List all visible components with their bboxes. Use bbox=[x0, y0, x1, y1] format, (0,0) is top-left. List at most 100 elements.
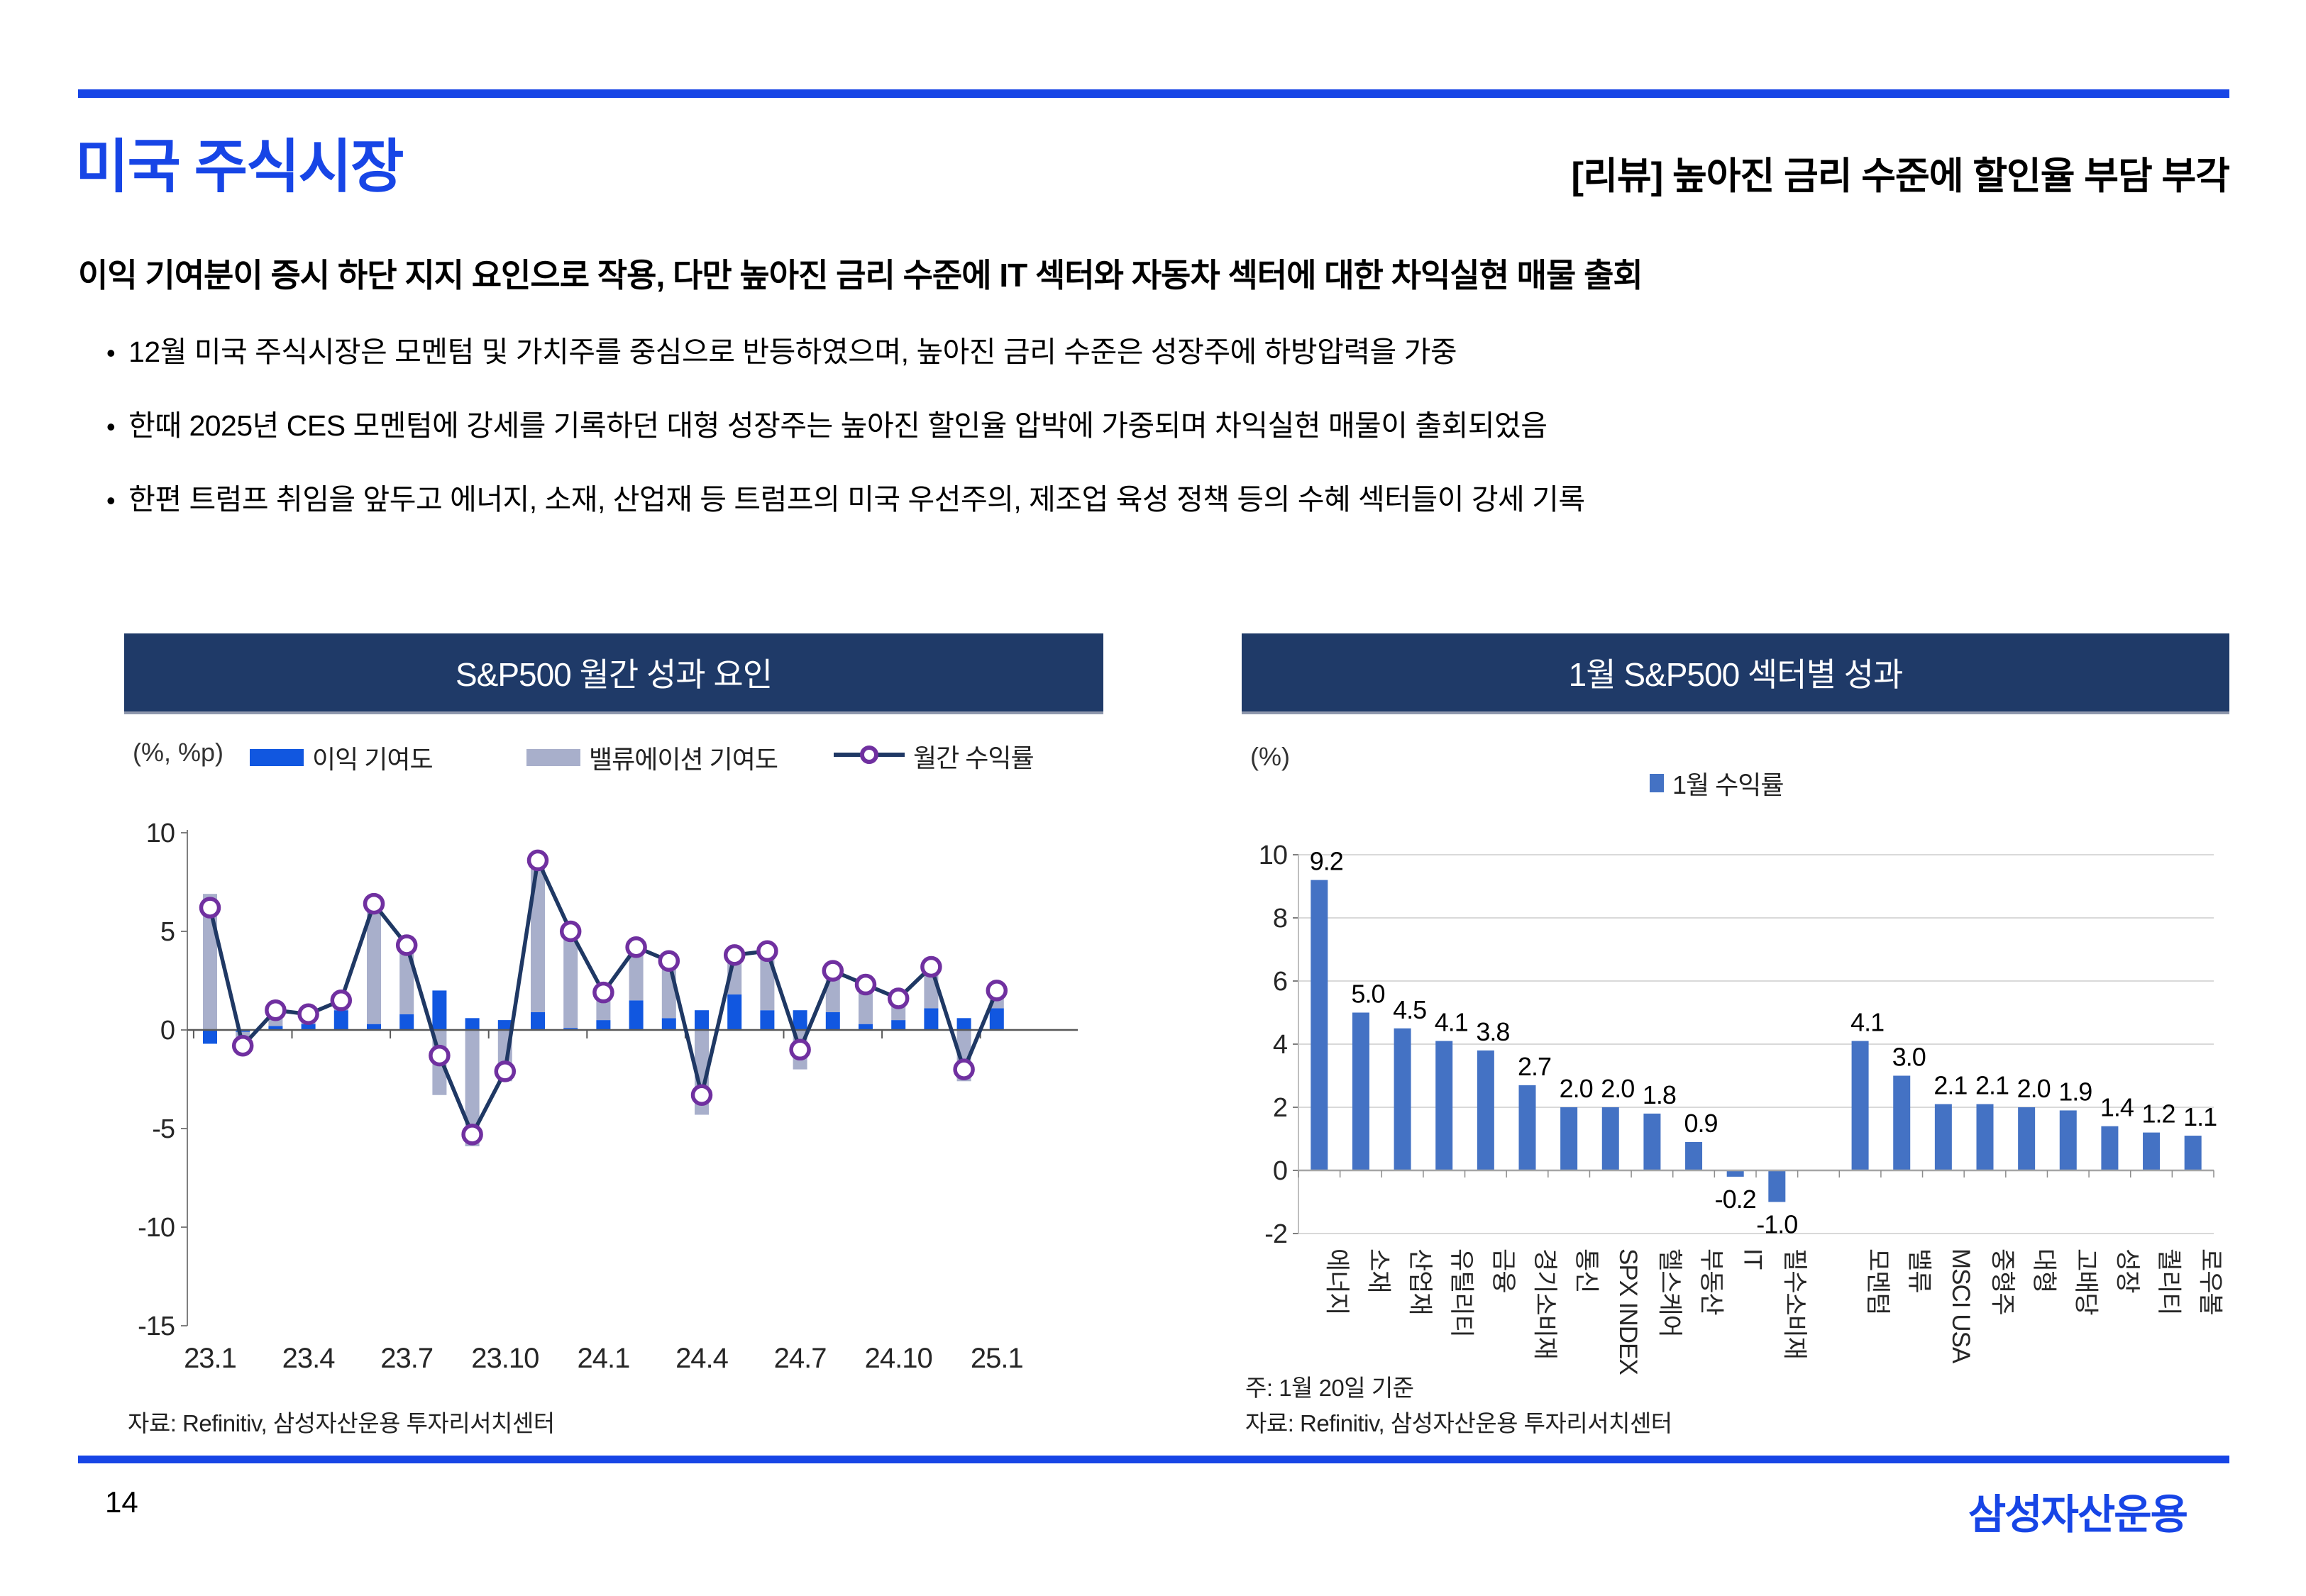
category-label: 필수소비재 bbox=[1780, 1248, 1808, 1359]
bar-value-label: 2.1 bbox=[1975, 1071, 2009, 1100]
return-marker bbox=[297, 1003, 319, 1026]
category-label: 부동산 bbox=[1697, 1248, 1725, 1315]
bar-value-label: 9.2 bbox=[1310, 847, 1343, 876]
earnings-bar bbox=[203, 1030, 217, 1044]
bottom-accent-rule bbox=[78, 1456, 2229, 1463]
bar-value-label: 4.5 bbox=[1393, 995, 1426, 1024]
return-marker bbox=[822, 960, 844, 982]
valuation-bar bbox=[531, 860, 545, 1012]
earnings-bar bbox=[825, 1012, 840, 1030]
samsung-asset-management-logo: 삼성자산운용 bbox=[1968, 1492, 2188, 1538]
bar-value-label: 1.8 bbox=[1643, 1080, 1676, 1109]
category-label: 로우볼 bbox=[2197, 1248, 2224, 1315]
valuation-bar bbox=[629, 947, 644, 1001]
page-number: 14 bbox=[105, 1485, 138, 1519]
summary-lead: 이익 기여분이 증시 하단 지지 요인으로 작용, 다만 높아진 금리 수준에 … bbox=[78, 257, 1643, 294]
return-marker bbox=[494, 1060, 517, 1082]
return-marker bbox=[789, 1038, 811, 1061]
category-label: 소재 bbox=[1364, 1248, 1392, 1292]
earnings-bar bbox=[301, 1024, 316, 1030]
bar-value-label: 0.9 bbox=[1684, 1109, 1718, 1138]
y-tick-label: 2 bbox=[1273, 1093, 1287, 1123]
bar-value-label: 2.0 bbox=[2017, 1074, 2051, 1103]
sector-bar bbox=[2143, 1132, 2161, 1170]
y-tick-label: -2 bbox=[1264, 1219, 1287, 1249]
earnings-bar bbox=[563, 1028, 578, 1030]
return-marker bbox=[854, 973, 877, 996]
legend-label-earnings: 이익 기여도 bbox=[312, 745, 434, 774]
right-chart-title-bar: 1월 S&P500 섹터별 성과 bbox=[1242, 633, 2229, 714]
category-label: 헬스케어 bbox=[1655, 1248, 1683, 1337]
y-tick-label: 4 bbox=[1273, 1030, 1288, 1060]
earnings-bar bbox=[956, 1018, 971, 1030]
earnings-bar bbox=[367, 1024, 381, 1030]
category-label: 에너지 bbox=[1323, 1248, 1350, 1315]
x-tick-label: 23.4 bbox=[282, 1343, 336, 1374]
category-label: 금융 bbox=[1489, 1248, 1517, 1292]
sector-bar bbox=[1518, 1085, 1536, 1170]
return-marker bbox=[363, 892, 385, 915]
y-tick-label: 10 bbox=[146, 819, 175, 848]
sector-bar bbox=[1893, 1075, 1911, 1170]
y-tick-label: 5 bbox=[160, 917, 175, 947]
legend-label-jan-return: 1월 수익률 bbox=[1672, 770, 1784, 799]
x-tick-label: 24.4 bbox=[675, 1343, 729, 1374]
x-tick-label: 25.1 bbox=[971, 1343, 1023, 1374]
bar-value-label: 3.0 bbox=[1892, 1043, 1926, 1072]
earnings-bar bbox=[891, 1020, 906, 1030]
category-label: 고배당 bbox=[2072, 1248, 2100, 1315]
summary-bullet-2: 한때 2025년 CES 모멘텀에 강세를 기록하던 대형 성장주는 높아진 할… bbox=[106, 401, 1548, 444]
earnings-bar bbox=[989, 1008, 1004, 1030]
y-tick-label: 0 bbox=[160, 1016, 175, 1046]
bar-value-label: 2.0 bbox=[1601, 1074, 1634, 1103]
legend-label-valuation: 밸류에이션 기여도 bbox=[589, 745, 778, 774]
sector-bar bbox=[1851, 1041, 1869, 1170]
valuation-bar bbox=[465, 1030, 480, 1147]
bar-value-label: 4.1 bbox=[1850, 1008, 1884, 1037]
valuation-bar bbox=[367, 904, 381, 1024]
sector-bar bbox=[1934, 1104, 1952, 1170]
sector-bar bbox=[1643, 1113, 1661, 1170]
earnings-bar bbox=[760, 1010, 775, 1030]
category-label: 산업재 bbox=[1406, 1248, 1434, 1315]
sector-bar bbox=[1768, 1170, 1786, 1202]
monthly-performance-chart: 10 5 0 -5 -10 -15 23.1 23.4 23.7 23.10 24.1 24.4 24.… bbox=[138, 819, 1078, 1374]
summary-bullet-3: 한편 트럼프 취임을 앞두고 에너지, 소재, 산업재 등 트럼프의 미국 우선… bbox=[106, 475, 1585, 518]
right-chart-source: 자료: Refinitiv, 삼성자산운용 투자리서치센터 bbox=[1245, 1410, 1672, 1436]
earnings-bar bbox=[661, 1018, 676, 1030]
y-tick-label: 10 bbox=[1259, 841, 1287, 870]
legend-item-valuation: 밸류에이션 기여도 bbox=[526, 739, 778, 776]
x-tick-label: 23.7 bbox=[380, 1343, 433, 1374]
sector-bar bbox=[1560, 1107, 1578, 1170]
sector-bar bbox=[1976, 1104, 1994, 1170]
return-marker bbox=[526, 849, 549, 872]
earnings-bar bbox=[465, 1018, 480, 1030]
return-marker bbox=[887, 987, 910, 1009]
y-tick-label: -15 bbox=[138, 1312, 175, 1341]
return-marker bbox=[330, 990, 353, 1012]
right-chart-note: 주: 1월 20일 기준 bbox=[1245, 1375, 1414, 1401]
return-marker bbox=[756, 940, 778, 963]
sector-bar bbox=[1685, 1141, 1703, 1170]
return-marker bbox=[395, 934, 418, 956]
bar-value-label: 2.0 bbox=[1560, 1074, 1593, 1103]
bar-value-label: 1.9 bbox=[2058, 1077, 2092, 1106]
earnings-bar bbox=[695, 1010, 709, 1030]
return-marker bbox=[658, 950, 680, 972]
category-label: SPX INDEX bbox=[1614, 1248, 1642, 1375]
top-accent-rule bbox=[78, 89, 2229, 98]
x-tick-label: 24.10 bbox=[865, 1343, 932, 1374]
review-headline: [리뷰] 높아진 금리 수준에 할인율 부담 부각 bbox=[1571, 155, 2230, 197]
bar-value-label: -1.0 bbox=[1756, 1210, 1797, 1239]
earnings-bar bbox=[236, 1030, 250, 1032]
bar-value-label: 5.0 bbox=[1351, 980, 1384, 1009]
return-marker bbox=[559, 920, 582, 943]
summary-bullet-1: 12월 미국 주식시장은 모멘텀 및 가치주를 중심으로 반등하였으며, 높아진… bbox=[106, 328, 1457, 370]
category-label: 밸류 bbox=[1905, 1248, 1933, 1292]
earnings-bar bbox=[333, 1010, 348, 1030]
category-label: MSCI USA bbox=[1947, 1248, 1975, 1364]
category-label: 통신 bbox=[1572, 1248, 1600, 1292]
sector-bar bbox=[1726, 1170, 1744, 1177]
category-label: 퀄리티 bbox=[2155, 1248, 2183, 1315]
